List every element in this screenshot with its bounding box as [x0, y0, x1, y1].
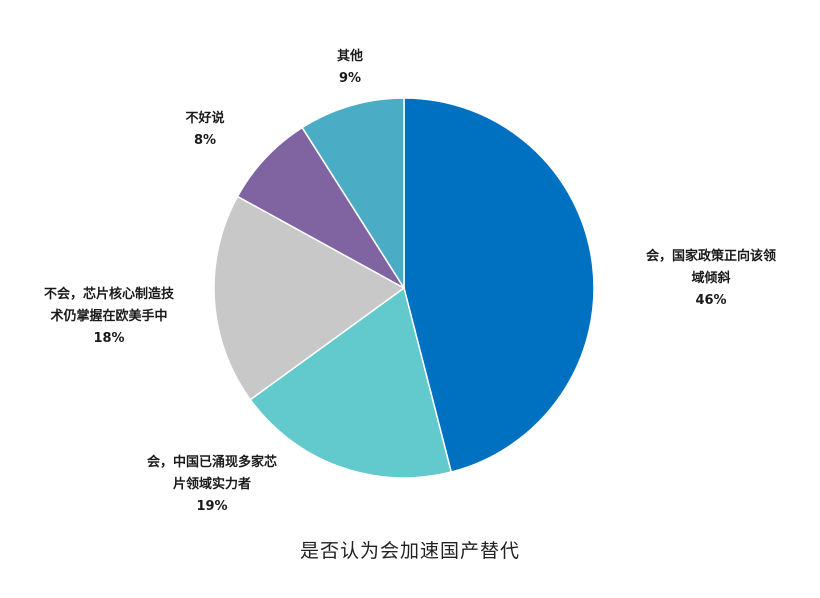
slices-layer	[213, 97, 595, 479]
pie-slice-players	[249, 286, 453, 479]
pie-slice-policy	[403, 97, 595, 473]
slice-label-players-line-1: 会，中国已涌现多家芯	[146, 455, 277, 470]
slice-pct-unsure: 8%	[193, 133, 217, 148]
slice-label-other-line-1: 其他	[336, 49, 363, 64]
slice-label-policy-line-2: 域倾斜	[691, 271, 731, 286]
pie-slice-unsure	[236, 126, 405, 289]
slice-pct-players: 19%	[196, 499, 228, 514]
slice-label-no-line-2: 术仍掌握在欧美手中	[50, 309, 168, 324]
slice-pct-no: 18%	[93, 331, 125, 346]
slice-label-no: 不会，芯片核心制造技 术仍掌握在欧美手中 18%	[4, 284, 214, 350]
slice-pct-other: 9%	[338, 71, 362, 86]
pie-slice-other	[301, 97, 405, 291]
pie-slice-no	[213, 195, 406, 401]
slice-label-unsure-line-1: 不好说	[185, 111, 225, 126]
slice-label-other: 其他 9%	[310, 46, 390, 90]
slice-label-unsure: 不好说 8%	[160, 108, 250, 152]
slice-pct-policy: 46%	[695, 293, 727, 308]
slice-label-policy: 会，国家政策正向该领 域倾斜 46%	[606, 246, 816, 312]
slice-label-players-line-2: 片领域实力者	[172, 477, 251, 492]
slice-label-no-line-1: 不会，芯片核心制造技	[43, 287, 174, 302]
slice-label-policy-line-1: 会，国家政策正向该领	[645, 249, 776, 264]
slice-label-players: 会，中国已涌现多家芯 片领域实力者 19%	[112, 452, 312, 518]
chart-title: 是否认为会加速国产替代	[299, 540, 520, 562]
